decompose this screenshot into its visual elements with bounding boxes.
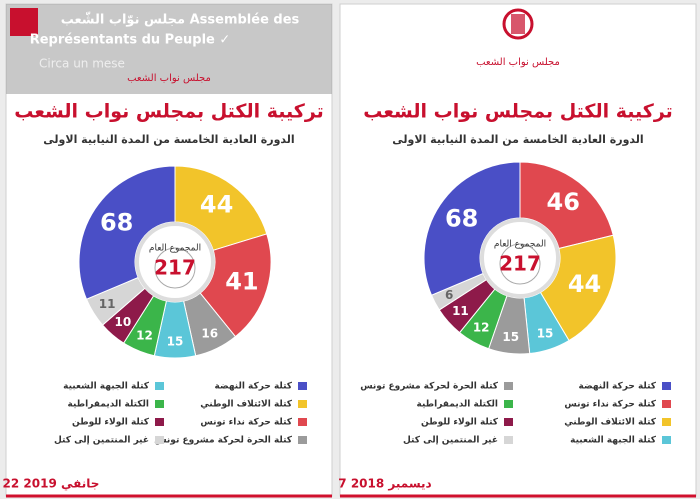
slice-value-label: 12 [473,320,490,334]
legend-label: كتلة الحرة لحركة مشروع تونس [360,382,499,392]
legend-swatch [155,436,164,444]
slice-value-label: 6 [445,288,453,302]
slice-value-label: 46 [547,188,580,216]
legend-swatch [298,382,307,390]
legend-label: كتلة حركة النهضة [215,382,293,392]
chart-title: تركيبة الكتل بمجلس نواب الشعب [14,101,324,123]
legend-swatch [662,382,671,390]
slice-value-label: 16 [201,327,218,341]
legend-label: كتلة الولاء للوطن [421,418,499,428]
legend-label: كتلة حركة نداء تونس [564,400,656,410]
logo-text: مجلس نواب الشعب [476,57,560,68]
center-total: 217 [154,256,196,280]
logo-text: مجلس نواب الشعب [127,73,211,84]
slice-value-label: 41 [225,267,258,295]
legend-label: الكتلة الديمقراطية [417,400,498,410]
legend-label: كتلة الائتلاف الوطني [200,400,293,410]
legend-swatch [504,436,513,444]
post-overlay [6,4,332,94]
legend-label: غير المنتمين إلى كتل [403,436,498,446]
legend-swatch [155,382,164,390]
logo-emblem [511,14,525,34]
center-inner [154,247,196,289]
logo-emblem [502,8,534,40]
legend-swatch [298,400,307,408]
slice-value-label: 10 [115,315,132,329]
center-inner [499,243,541,285]
legend-label: غير المنتمين إلى كتل [54,436,149,446]
legend-swatch [504,382,513,390]
page-name[interactable]: مجلس نوّاب الشّعب Assemblée des [61,11,300,28]
page-name[interactable]: Représentants du Peuple ✓ [30,33,231,48]
center-label: المجموع العام [149,244,201,254]
slice-value-label: 15 [502,330,519,344]
center-label: المجموع العام [494,240,546,250]
legend-label: كتلة الجبهة الشعبية [570,436,657,446]
legend-label: كتلة حركة النهضة [579,382,657,392]
legend-swatch [155,418,164,426]
post-time: Circa un mese [39,57,125,71]
legend-swatch [504,400,513,408]
legend-label: الكتلة الديمقراطية [68,400,149,410]
center-total: 217 [499,252,541,276]
chart-title: تركيبة الكتل بمجلس نواب الشعب [363,101,673,123]
chart-subtitle: الدورة العادية الخامسة من المدة النيابية… [392,133,643,146]
slice-value-label: 44 [200,191,233,219]
legend-label: كتلة حركة نداء تونس [200,418,292,428]
slice-value-label: 11 [99,297,116,311]
slice-value-label: 68 [100,208,133,236]
date: 7 ديسمبر 2018 [338,477,431,491]
legend-swatch [504,418,513,426]
chart-subtitle: الدورة العادية الخامسة من المدة النيابية… [43,133,294,146]
legend-swatch [298,436,307,444]
page-avatar[interactable] [10,8,38,36]
legend-swatch [662,436,671,444]
legend-label: كتلة الائتلاف الوطني [564,418,657,428]
slice-value-label: 15 [537,326,554,340]
legend-swatch [155,400,164,408]
legend-label: كتلة الحرة لحركة مشروع تونس [154,436,293,446]
slice-value-label: 68 [445,204,478,232]
slice-value-label: 15 [167,335,184,349]
legend-label: كتلة الجبهة الشعبية [63,382,150,392]
legend-label: كتلة الولاء للوطن [72,418,150,428]
slice-value-label: 11 [452,304,469,318]
slice-value-label: 44 [568,270,601,298]
legend-swatch [662,418,671,426]
legend-swatch [298,418,307,426]
slice-value-label: 12 [136,328,153,342]
date: 22 جانفي 2019 [3,477,100,491]
legend-swatch [662,400,671,408]
